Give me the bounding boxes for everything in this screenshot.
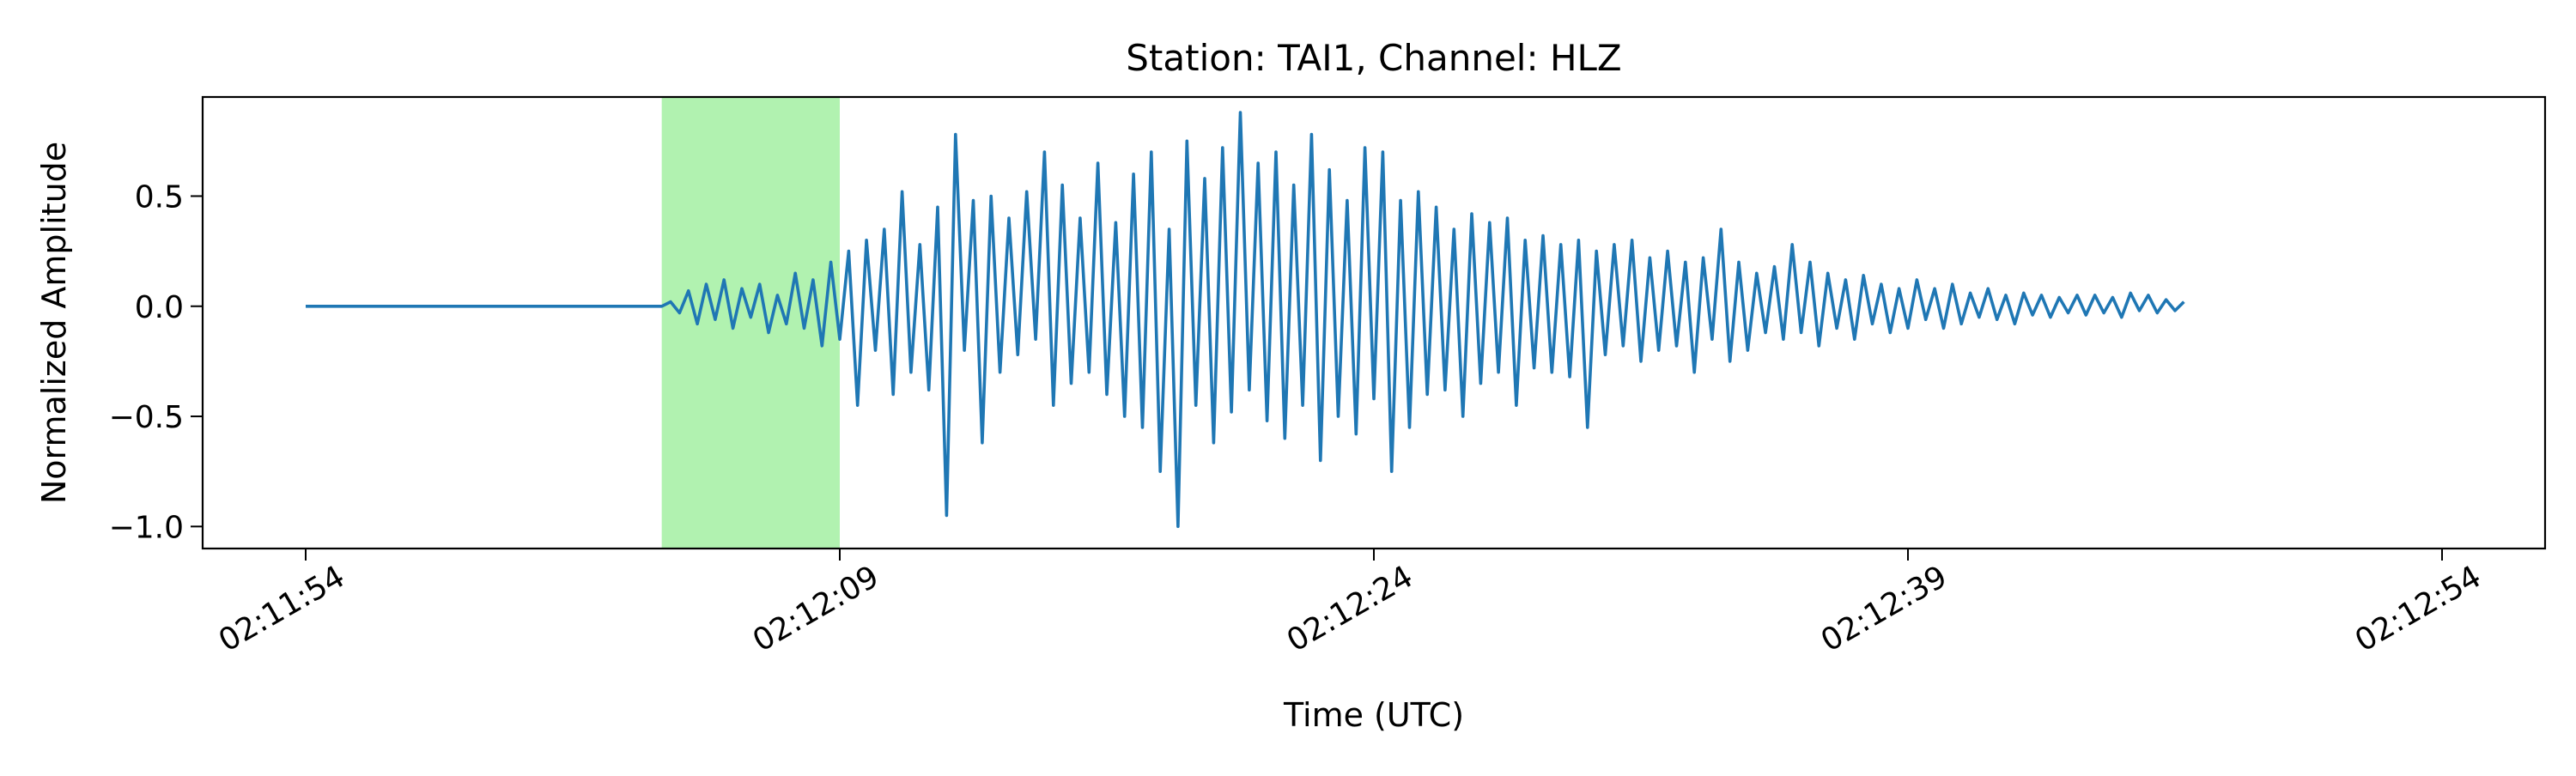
plot-area <box>201 95 2547 550</box>
highlight-window <box>661 97 840 549</box>
chart-title: Station: TAI1, Channel: HLZ <box>1126 37 1621 79</box>
x-tick-label: 02:11:54 <box>213 559 351 658</box>
x-axis: 02:11:54 02:12:09 02:12:24 02:12:39 02:12:54 <box>213 549 2488 659</box>
x-tick-label: 02:12:39 <box>1815 559 1953 658</box>
y-tick-label: 0.5 <box>135 179 184 215</box>
waveform-line <box>306 111 2185 529</box>
x-tick-label: 02:12:54 <box>2349 559 2488 658</box>
y-tick-label: 0.0 <box>135 290 184 325</box>
y-axis: 0.5 0.0 −0.5 −1.0 <box>109 179 203 545</box>
y-tick-label: −0.5 <box>109 400 184 435</box>
y-axis-label: Normalized Amplitude <box>35 142 73 504</box>
y-tick-label: −1.0 <box>109 510 184 545</box>
x-tick-label: 02:12:09 <box>747 559 885 658</box>
x-tick-label: 02:12:24 <box>1281 559 1419 658</box>
plot-frame <box>201 95 2547 550</box>
x-axis-label: Time (UTC) <box>1283 696 1464 734</box>
